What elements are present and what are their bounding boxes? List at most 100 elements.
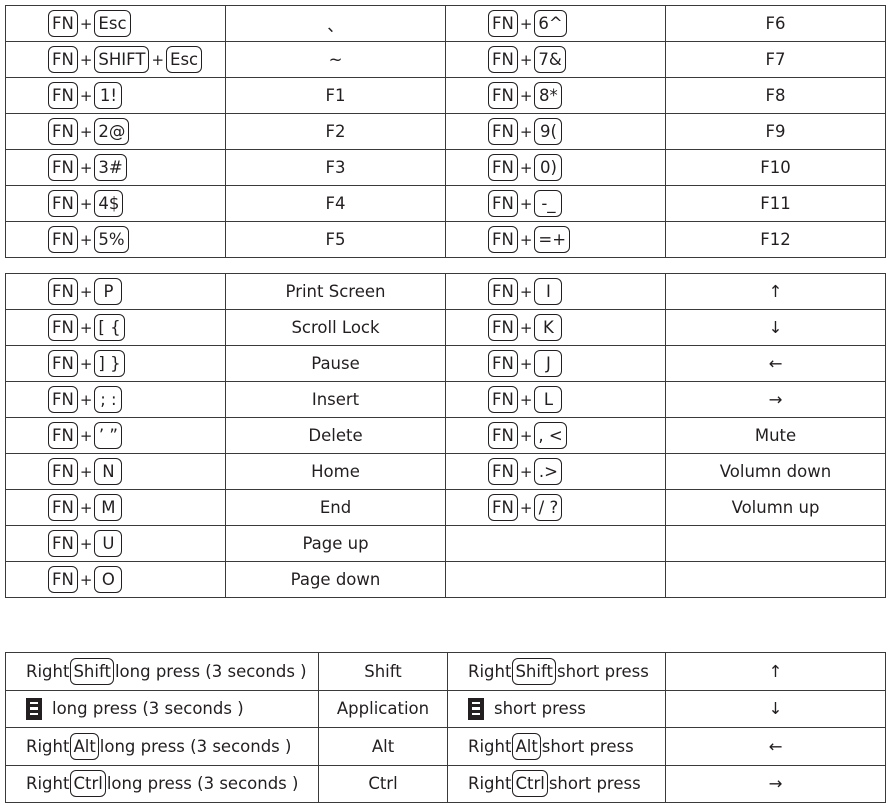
keycap: Shift [512, 657, 556, 685]
table-row: FN + Esc、 FN +6^ F6 [5, 5, 886, 42]
key-combo-cell: FN + L [445, 381, 666, 418]
plus-sign: + [79, 282, 93, 301]
key-combo-cell: FN +6^ [445, 5, 666, 42]
key-combo: FN +; : [6, 386, 225, 413]
keycap: FN [48, 350, 78, 377]
press-action-cell: Right Shift short press [447, 652, 666, 691]
table-row: FN + U Page up [5, 525, 886, 562]
press-action-cell: Right Ctrl long press (3 seconds ) [5, 764, 319, 803]
press-action: long press (3 seconds ) [6, 697, 318, 720]
keycap: / ? [534, 494, 563, 521]
result-cell: Ctrl [318, 764, 448, 803]
press-action: Right Ctrl short press [448, 770, 665, 798]
plus-sign: + [79, 354, 93, 373]
keycap: O [94, 566, 123, 593]
key-combo: FN +6^ [446, 10, 665, 37]
plus-sign: + [79, 498, 93, 517]
result-cell: Insert [225, 381, 446, 418]
key-combo: FN +[ { [6, 314, 225, 341]
prefix-text: Right [468, 774, 512, 794]
press-action: Right Shift long press (3 seconds ) [6, 657, 318, 685]
key-combo: FN + P [6, 278, 225, 305]
keycap: Esc [94, 10, 131, 37]
key-combo-cell: FN + Esc [5, 5, 226, 42]
result-cell: Volumn up [665, 489, 886, 526]
keycap: M [94, 494, 123, 521]
key-combo-cell: FN + P [5, 273, 226, 310]
result-cell: F12 [665, 221, 886, 258]
plus-sign: + [79, 50, 93, 69]
result-cell: Page up [225, 525, 446, 562]
keycap: K [534, 314, 563, 341]
press-action: Right Ctrl long press (3 seconds ) [6, 770, 318, 798]
result-cell [665, 525, 886, 562]
key-combo: FN + J [446, 350, 665, 377]
keycap: FN [488, 386, 518, 413]
prefix-text: Right [468, 736, 512, 756]
keycap: FN [48, 226, 78, 253]
result-cell: F1 [225, 77, 446, 114]
key-combo-cell: FN +; : [5, 381, 226, 418]
keycap: FN [48, 46, 78, 73]
press-action: Right Alt long press (3 seconds ) [6, 732, 318, 760]
keycap: P [94, 278, 123, 305]
keycap: FN [488, 226, 518, 253]
keycap: FN [48, 566, 78, 593]
plus-sign: + [519, 158, 533, 177]
result-cell: Volumn down [665, 453, 886, 490]
result-cell: F8 [665, 77, 886, 114]
result-cell: ↑ [665, 273, 886, 310]
result-cell: Page down [225, 561, 446, 598]
plus-sign: + [519, 390, 533, 409]
key-combo-cell: FN +1! [5, 77, 226, 114]
plus-sign: + [519, 498, 533, 517]
suffix-text: short press [541, 736, 634, 756]
prefix-text: Right [26, 661, 70, 681]
keycap: 0) [534, 154, 563, 181]
keycap: 5% [94, 226, 129, 253]
suffix-text: short press [556, 661, 649, 681]
keycap: FN [488, 350, 518, 377]
key-combo-cell: FN + =+ [445, 221, 666, 258]
result-cell: F2 [225, 113, 446, 150]
table-row: FN + N Home FN + .> Volumn down [5, 453, 886, 490]
keycap: FN [488, 278, 518, 305]
keycap: U [94, 530, 123, 557]
key-combo-cell: FN +4$ [5, 185, 226, 222]
key-combo: FN +7& [446, 46, 665, 73]
press-action-cell: long press (3 seconds ) [5, 689, 319, 728]
result-cell: Delete [225, 417, 446, 454]
press-action-cell: Right Ctrl short press [447, 764, 666, 803]
keycap: FN [48, 458, 78, 485]
fn-function-key-table: FN + Esc、 FN +6^ F6 FN + SHIFT + Esc ~ FN +7& F7 FN +1! F… [5, 5, 886, 258]
keycap: =+ [534, 226, 571, 253]
key-combo-cell: FN + N [5, 453, 226, 490]
keycap: 1! [94, 82, 123, 109]
keycap: ; : [94, 386, 123, 413]
press-action: Right Alt short press [448, 732, 665, 760]
result-cell: 、 [225, 5, 446, 42]
keycap: FN [48, 314, 78, 341]
press-action-cell: Right Shift long press (3 seconds ) [5, 652, 319, 691]
key-combo: FN + I [446, 278, 665, 305]
result-cell: Shift [318, 652, 448, 691]
key-combo-cell: FN + O [5, 561, 226, 598]
result-cell: Application [318, 689, 448, 728]
key-combo-cell: FN + M [5, 489, 226, 526]
keycap: ’ ” [94, 422, 123, 449]
key-combo: FN + SHIFT + Esc [6, 46, 225, 73]
plus-sign: + [79, 194, 93, 213]
plus-sign: + [79, 390, 93, 409]
key-combo-cell: FN +8* [445, 77, 666, 114]
plus-sign: + [519, 462, 533, 481]
result-cell: ↓ [665, 309, 886, 346]
keycap: 8* [534, 82, 563, 109]
key-combo: FN +, < [446, 422, 665, 449]
keycap: .> [534, 458, 563, 485]
keycap: 2@ [94, 118, 130, 145]
result-cell: Scroll Lock [225, 309, 446, 346]
key-combo: FN +3# [6, 154, 225, 181]
keycap: FN [48, 82, 78, 109]
keycap: SHIFT [94, 46, 150, 73]
key-combo: FN +2@ [6, 118, 225, 145]
